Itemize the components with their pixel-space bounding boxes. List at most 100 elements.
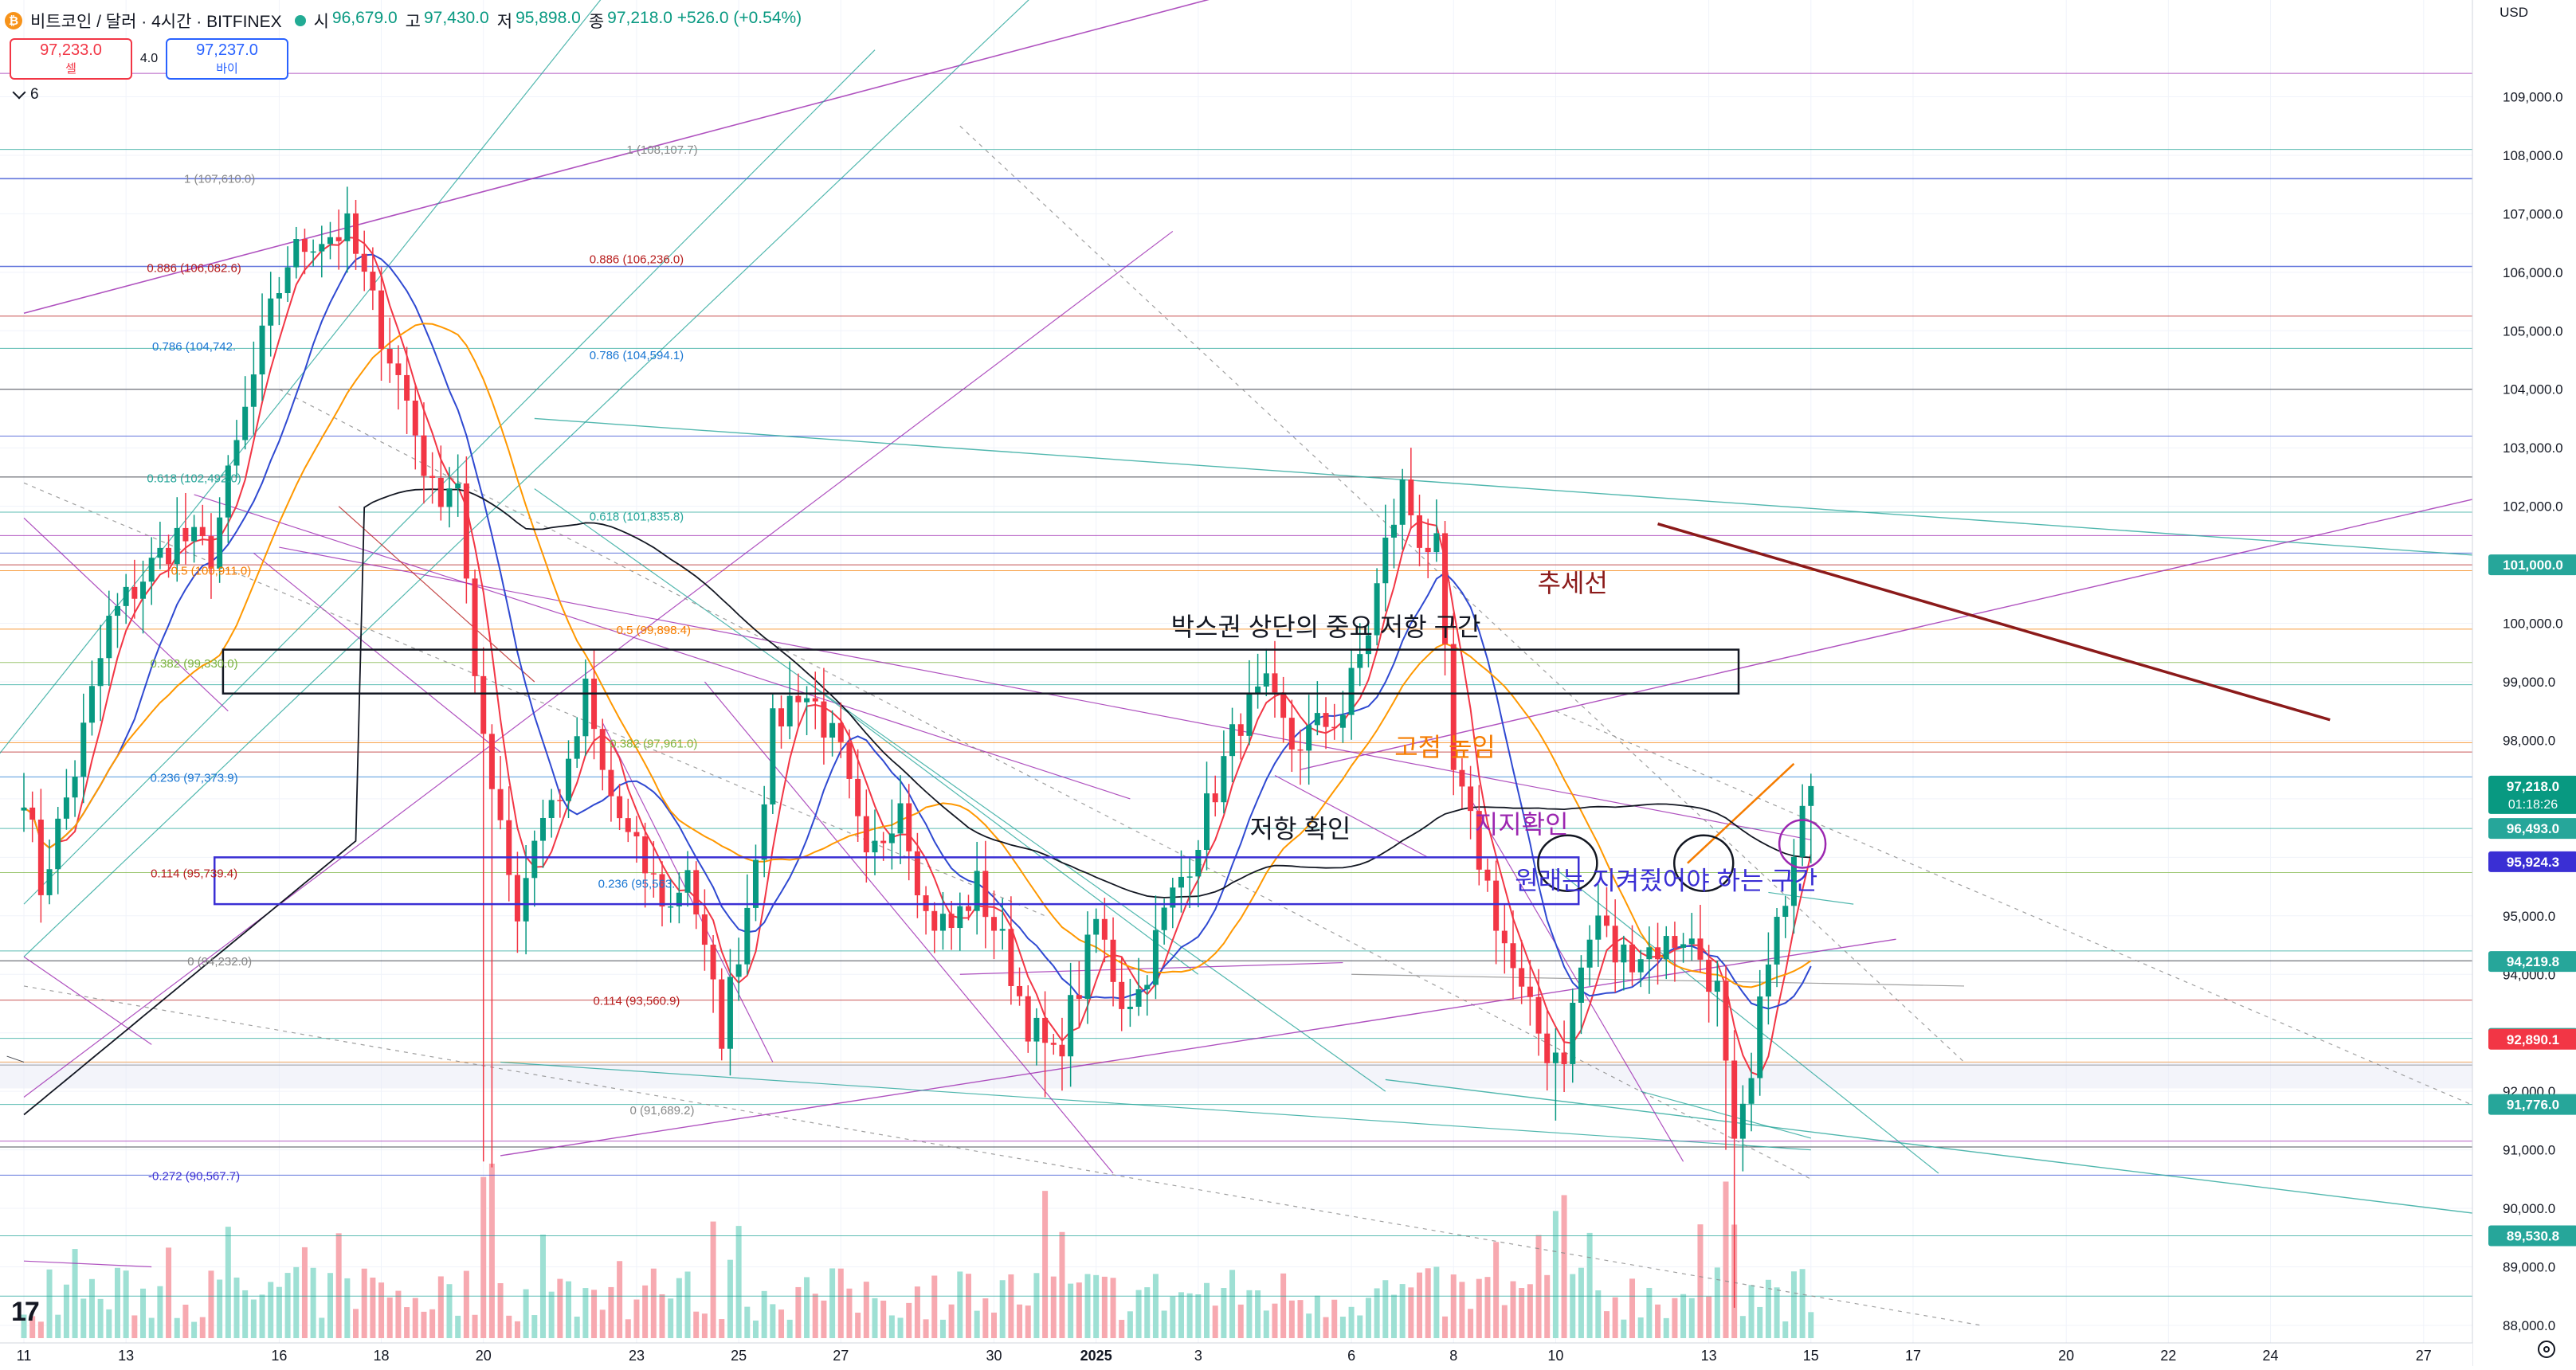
price-tick-label: 105,000.0 [2503,323,2563,339]
volume-bar [1093,1274,1100,1338]
volume-bar [1561,1195,1567,1338]
volume-bar [437,1276,444,1338]
candle [539,817,546,841]
candle [310,251,316,253]
volume-bar [752,1320,759,1338]
candle [1068,995,1074,1057]
countdown-label: 01:18:26 [2508,798,2558,812]
trend-line [534,417,2576,563]
candle [965,906,971,911]
volume-bar [395,1290,402,1338]
volume-bar [778,1309,785,1338]
ohlc-close: 종 97,218.0 +526.0 (+0.54%) [588,9,802,31]
volume-bar [599,1309,606,1338]
volume-bar [268,1282,274,1338]
volume-bar [199,1317,206,1338]
volume-bar [906,1302,912,1338]
volume-bar [548,1291,555,1338]
volume-bar [174,1317,180,1338]
candle [259,325,265,375]
candle [446,488,453,507]
trend-line [0,0,602,754]
sell-button[interactable]: 97,233.0 셀 [10,38,132,80]
volume-bar [1365,1298,1371,1338]
annotation-text: 저항 확인 [1250,815,1351,844]
volume-bar [1459,1282,1465,1338]
price-badge-label: 91,776.0 [2507,1098,2559,1113]
symbol-title[interactable]: 비트코인 / 달러 · 4시간 · BITFINEX [30,13,282,31]
volume-bar [514,1321,520,1338]
price-badge-label: 95,924.3 [2507,855,2559,870]
candle [1297,749,1304,751]
volume-bar [846,1288,853,1338]
candle [284,267,291,293]
price-tick-label: 107,000.0 [2503,206,2563,221]
price-axis-bg [2472,0,2576,1366]
candle [1280,692,1287,718]
volume-bar [804,1277,810,1338]
volume-bar [770,1304,776,1338]
fib-level-label: 0.5 (100,911.0) [171,565,252,578]
volume-bar [574,1316,580,1338]
candle [566,758,572,801]
price-badge [2488,851,2576,872]
volume-bar [974,1310,980,1338]
volume-bar [429,1309,436,1338]
candle [412,400,418,436]
candle [599,729,606,770]
volume-bar [693,1311,700,1338]
indicator-toggle[interactable]: 6 [12,85,39,104]
time-axis-bg [0,1343,2472,1366]
volume-bar [1655,1304,1661,1338]
volume-bar [1382,1280,1389,1338]
volume-bar [242,1290,249,1338]
time-tick-label: 8 [1449,1348,1457,1364]
candle [770,708,776,804]
tradingview-logo-icon[interactable]: 17 [11,1297,40,1327]
fib-level-label: 1 (107,610.0) [184,173,255,186]
candle [574,736,580,759]
time-tick-label: 17 [1905,1348,1921,1364]
sell-price: 97,233.0 [40,41,102,59]
volume-bar [1612,1297,1618,1338]
time-tick-label: 10 [1547,1348,1563,1364]
candle [1646,947,1653,960]
trend-line [959,961,1343,975]
volume-bar [837,1268,844,1338]
settings-gear-icon[interactable] [2538,1341,2555,1358]
candle [1255,686,1261,694]
ohlc-low: 저 95,898.0 [496,9,581,31]
support-check-circle [1778,819,1827,869]
volume-bar [744,1306,751,1338]
currency-label[interactable]: USD [2500,5,2528,20]
candle [1561,1052,1567,1064]
volume-bar [965,1274,971,1338]
price-tick-label: 99,000.0 [2503,675,2555,690]
volume-bar [480,1176,487,1338]
candle [1076,995,1082,999]
volume-bar [523,1289,529,1338]
candle [659,874,665,907]
volume-bar [821,1300,827,1338]
candle [1025,996,1031,1042]
buy-button[interactable]: 97,237.0 바이 [166,38,288,80]
candle [370,272,376,291]
price-badge-label: 101,000.0 [2503,558,2563,573]
volume-bar [1195,1294,1202,1338]
candle [1663,936,1669,960]
candle [1365,635,1371,655]
time-tick-label: 27 [2416,1348,2432,1364]
candle [829,722,836,738]
candle [957,906,963,929]
candle [1723,981,1729,1061]
fib-level-label: 0.382 (99,330.0) [151,657,238,671]
candle [1637,959,1644,973]
volume-bar [1237,1304,1244,1338]
volume-bar [1501,1305,1508,1338]
price-tick-label: 109,000.0 [2503,89,2563,104]
volume-bar [1595,1290,1602,1338]
candle [1042,1017,1049,1043]
candle [1204,793,1210,851]
